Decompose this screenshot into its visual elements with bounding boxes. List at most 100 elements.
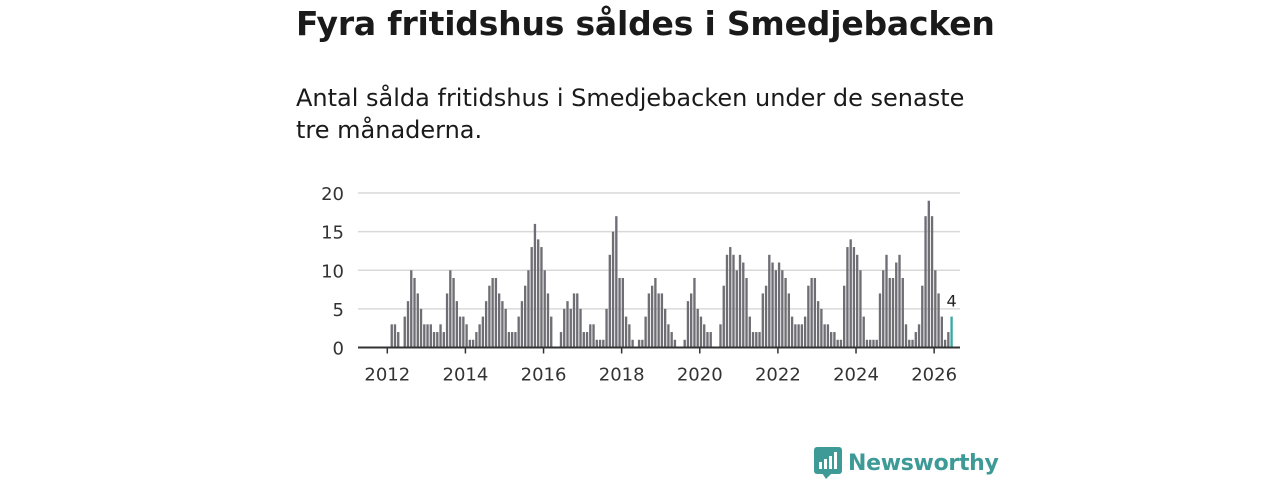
bar <box>442 332 445 348</box>
bar <box>846 247 849 348</box>
highlight-data-label: 4 <box>946 292 956 311</box>
bar <box>585 332 589 348</box>
bar <box>683 339 686 348</box>
brand-logo: Newsworthy <box>814 446 999 480</box>
bar <box>644 316 647 348</box>
bar <box>550 316 553 348</box>
bar <box>924 216 927 348</box>
bar <box>641 339 644 348</box>
bar <box>393 324 397 348</box>
bar <box>797 324 800 348</box>
bar <box>706 332 709 348</box>
bar <box>878 293 882 348</box>
bar <box>764 285 768 348</box>
bar <box>719 324 722 348</box>
bar <box>794 324 797 348</box>
bar <box>807 285 810 348</box>
bar <box>781 270 784 348</box>
y-tick-label: 15 <box>321 223 344 244</box>
bar <box>524 285 527 348</box>
bar <box>911 339 914 348</box>
bar <box>852 247 856 348</box>
bar <box>784 277 787 348</box>
bar <box>774 270 777 348</box>
page-title: Fyra fritidshus såldes i Smedjebacken <box>296 4 995 43</box>
bar <box>657 293 660 348</box>
bar <box>602 339 605 348</box>
bar <box>690 293 693 348</box>
bar <box>566 301 569 348</box>
bar <box>533 223 537 348</box>
bar <box>390 324 393 348</box>
bar <box>699 316 703 348</box>
bar <box>598 339 602 348</box>
bar <box>917 324 921 348</box>
bar <box>520 301 524 348</box>
x-tick-label: 2014 <box>443 365 489 386</box>
bar <box>452 277 455 348</box>
bar <box>732 254 735 348</box>
bar <box>497 293 501 348</box>
bar <box>465 324 468 348</box>
bar <box>787 293 791 348</box>
bar <box>813 277 817 348</box>
bar <box>826 324 830 348</box>
bar <box>458 316 462 348</box>
bar <box>592 324 595 348</box>
bar <box>901 277 904 348</box>
bar <box>615 216 618 348</box>
bar <box>709 332 712 348</box>
bar <box>667 324 670 348</box>
x-tick-label: 2024 <box>833 365 879 386</box>
bar <box>673 339 677 348</box>
bar <box>445 293 449 348</box>
bar <box>439 324 442 348</box>
x-tick-label: 2020 <box>677 365 723 386</box>
bar <box>816 301 820 348</box>
bar <box>869 339 872 348</box>
bar <box>631 339 634 348</box>
y-tick-label: 10 <box>321 261 344 282</box>
bar <box>722 285 725 348</box>
bar <box>579 308 582 348</box>
bar <box>904 324 908 348</box>
bar <box>426 324 429 348</box>
bar <box>637 339 641 348</box>
bar <box>432 332 436 348</box>
bar <box>872 339 875 348</box>
bar <box>589 324 592 348</box>
bar <box>624 316 628 348</box>
bar <box>491 277 494 348</box>
bar <box>833 332 836 348</box>
bar <box>914 332 917 348</box>
bar <box>810 277 813 348</box>
bar <box>696 308 699 348</box>
bar <box>403 316 406 348</box>
bar <box>738 254 742 348</box>
bar <box>947 332 950 348</box>
bar <box>908 339 911 348</box>
bar <box>849 239 852 348</box>
bar <box>504 308 507 348</box>
bar <box>647 293 651 348</box>
bar <box>882 270 885 348</box>
bar <box>761 293 764 348</box>
bar <box>475 332 478 348</box>
brand-name: Newsworthy <box>848 450 999 476</box>
bar <box>471 339 475 348</box>
bar <box>608 254 611 348</box>
bar <box>628 324 631 348</box>
bar <box>397 332 400 348</box>
bar <box>862 316 865 348</box>
bar <box>510 332 514 348</box>
bar <box>654 277 657 348</box>
bar <box>406 301 410 348</box>
bar <box>507 332 511 348</box>
bar <box>540 247 543 348</box>
bar <box>546 293 550 348</box>
bar <box>462 316 465 348</box>
bar <box>703 324 706 348</box>
bar <box>745 277 748 348</box>
bar <box>803 316 807 348</box>
x-tick-label: 2026 <box>911 365 957 386</box>
